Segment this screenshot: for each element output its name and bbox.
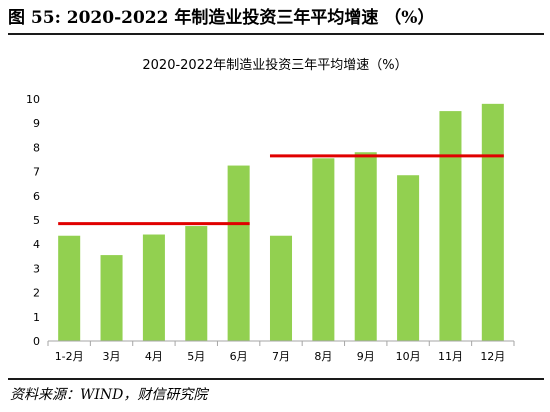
bar bbox=[481, 103, 504, 341]
bar bbox=[227, 165, 250, 341]
bar bbox=[142, 234, 165, 341]
figure-title: 图 55: 2020-2022 年制造业投资三年平均增速 （%） bbox=[8, 8, 435, 28]
y-tick-label: 7 bbox=[33, 166, 40, 179]
x-tick-label: 6月 bbox=[230, 350, 248, 363]
bar bbox=[439, 111, 462, 341]
bar bbox=[269, 235, 293, 341]
y-axis: 0 1 2 3 4 5 6 7 8 9 10 bbox=[26, 93, 40, 348]
y-tick-label: 3 bbox=[33, 262, 40, 275]
y-tick-label: 9 bbox=[33, 117, 40, 130]
bars bbox=[58, 103, 504, 341]
bar bbox=[185, 226, 208, 341]
bar bbox=[354, 152, 377, 341]
source-divider bbox=[8, 378, 544, 380]
bar-chart: 2020-2022年制造业投资三年平均增速（%） 0 1 2 3 4 5 6 7 8 9 10 1-… bbox=[26, 57, 515, 363]
title-divider bbox=[8, 33, 544, 35]
y-tick-label: 2 bbox=[33, 287, 40, 300]
x-tick-label: 12月 bbox=[480, 350, 505, 363]
y-tick-label: 5 bbox=[33, 214, 40, 227]
x-tick-label: 8月 bbox=[314, 350, 332, 363]
x-tick-label: 7月 bbox=[272, 350, 290, 363]
bar bbox=[58, 235, 81, 341]
y-tick-label: 10 bbox=[26, 93, 40, 106]
reference-lines bbox=[58, 154, 504, 226]
y-tick-label: 6 bbox=[33, 190, 40, 203]
x-tick-label: 11月 bbox=[438, 350, 463, 363]
chart-title: 2020-2022年制造业投资三年平均增速（%） bbox=[142, 57, 407, 73]
y-tick-label: 8 bbox=[33, 141, 40, 154]
x-tick-label: 9月 bbox=[357, 350, 375, 363]
bar bbox=[397, 175, 420, 341]
x-tick-label: 10月 bbox=[396, 350, 421, 363]
x-tick-label: 5月 bbox=[187, 350, 205, 363]
y-tick-label: 1 bbox=[33, 311, 40, 324]
y-tick-label: 4 bbox=[33, 238, 40, 251]
source-note: 资料来源：WIND，财信研究院 bbox=[10, 387, 208, 403]
x-tick-label: 1-2月 bbox=[55, 350, 84, 363]
bar bbox=[100, 255, 123, 341]
x-tick-label: 3月 bbox=[103, 350, 121, 363]
bar bbox=[312, 158, 335, 341]
x-tick-label: 4月 bbox=[145, 350, 163, 363]
x-axis: 1-2月 3月 4月 5月 6月 7月 8月 9月 10月 11月 12月 bbox=[47, 341, 515, 363]
y-tick-label: 0 bbox=[33, 335, 40, 348]
